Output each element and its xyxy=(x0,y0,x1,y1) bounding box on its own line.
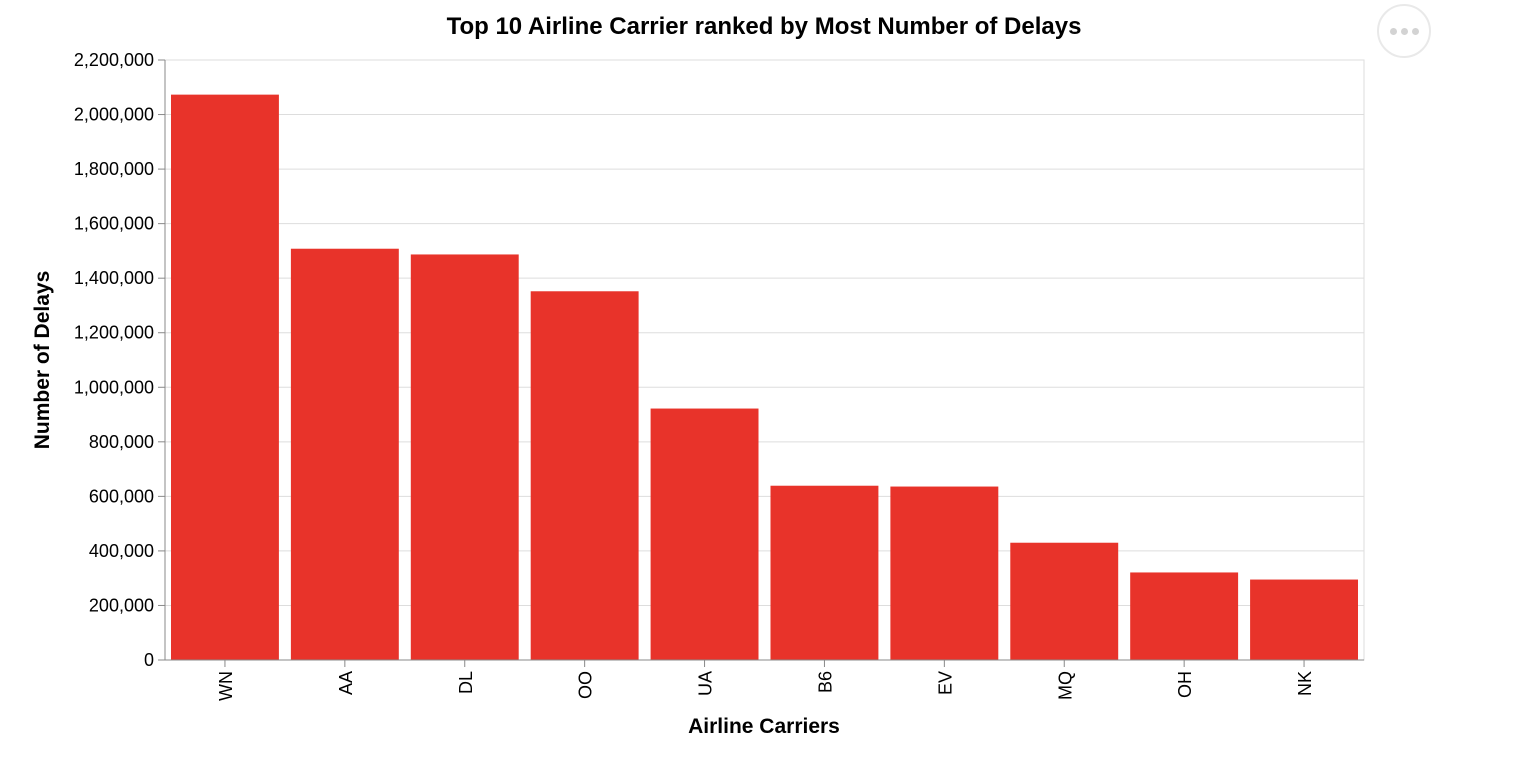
y-tick-label: 1,800,000 xyxy=(74,159,154,179)
x-tick-label: B6 xyxy=(815,671,835,693)
bars xyxy=(170,94,1359,661)
bar-oh xyxy=(1130,572,1239,660)
x-tick-label: AA xyxy=(336,671,356,695)
axes: 0 200,000 400,000 600,000 800,000 1,000,000 1,… xyxy=(74,50,1364,701)
bar-mq xyxy=(1010,542,1119,660)
chart-actions-button[interactable] xyxy=(1377,4,1431,58)
x-tick-label: WN xyxy=(216,671,236,701)
more-horizontal-icon xyxy=(1389,27,1397,35)
bar-b6 xyxy=(770,485,879,660)
y-tick-label: 200,000 xyxy=(89,595,154,615)
y-tick-label: 1,400,000 xyxy=(74,268,154,288)
more-horizontal-icon-dot xyxy=(1411,27,1419,35)
bar-nk xyxy=(1250,579,1359,660)
x-tick-label: EV xyxy=(935,671,955,695)
y-tick-label: 800,000 xyxy=(89,432,154,452)
chart-title: Top 10 Airline Carrier ranked by Most Nu… xyxy=(447,13,1082,40)
y-axis-title: Number of Delays xyxy=(31,271,54,450)
y-tick-label: 2,000,000 xyxy=(74,105,154,125)
bar-ev xyxy=(890,486,999,660)
bar-oo xyxy=(530,291,639,660)
y-tick-label: 0 xyxy=(144,650,154,670)
x-tick-label: UA xyxy=(696,671,716,696)
y-tick-label: 1,000,000 xyxy=(74,377,154,397)
x-axis-title: Airline Carriers xyxy=(688,715,840,738)
bar-aa xyxy=(290,248,399,660)
x-tick-label: NK xyxy=(1295,671,1315,696)
x-tick-label: OO xyxy=(576,671,596,699)
y-tick-label: 2,200,000 xyxy=(74,50,154,70)
bar-wn xyxy=(170,94,279,661)
bar-dl xyxy=(410,254,519,661)
y-tick-label: 1,600,000 xyxy=(74,214,154,234)
y-tick-label: 600,000 xyxy=(89,486,154,506)
x-tick-label: MQ xyxy=(1055,671,1075,700)
x-tick-label: OH xyxy=(1175,671,1195,698)
y-tick-label: 1,200,000 xyxy=(74,323,154,343)
bar-ua xyxy=(650,408,759,660)
y-tick-label: 400,000 xyxy=(89,541,154,561)
x-tick-label: DL xyxy=(456,671,476,694)
more-horizontal-icon-dot xyxy=(1400,27,1408,35)
